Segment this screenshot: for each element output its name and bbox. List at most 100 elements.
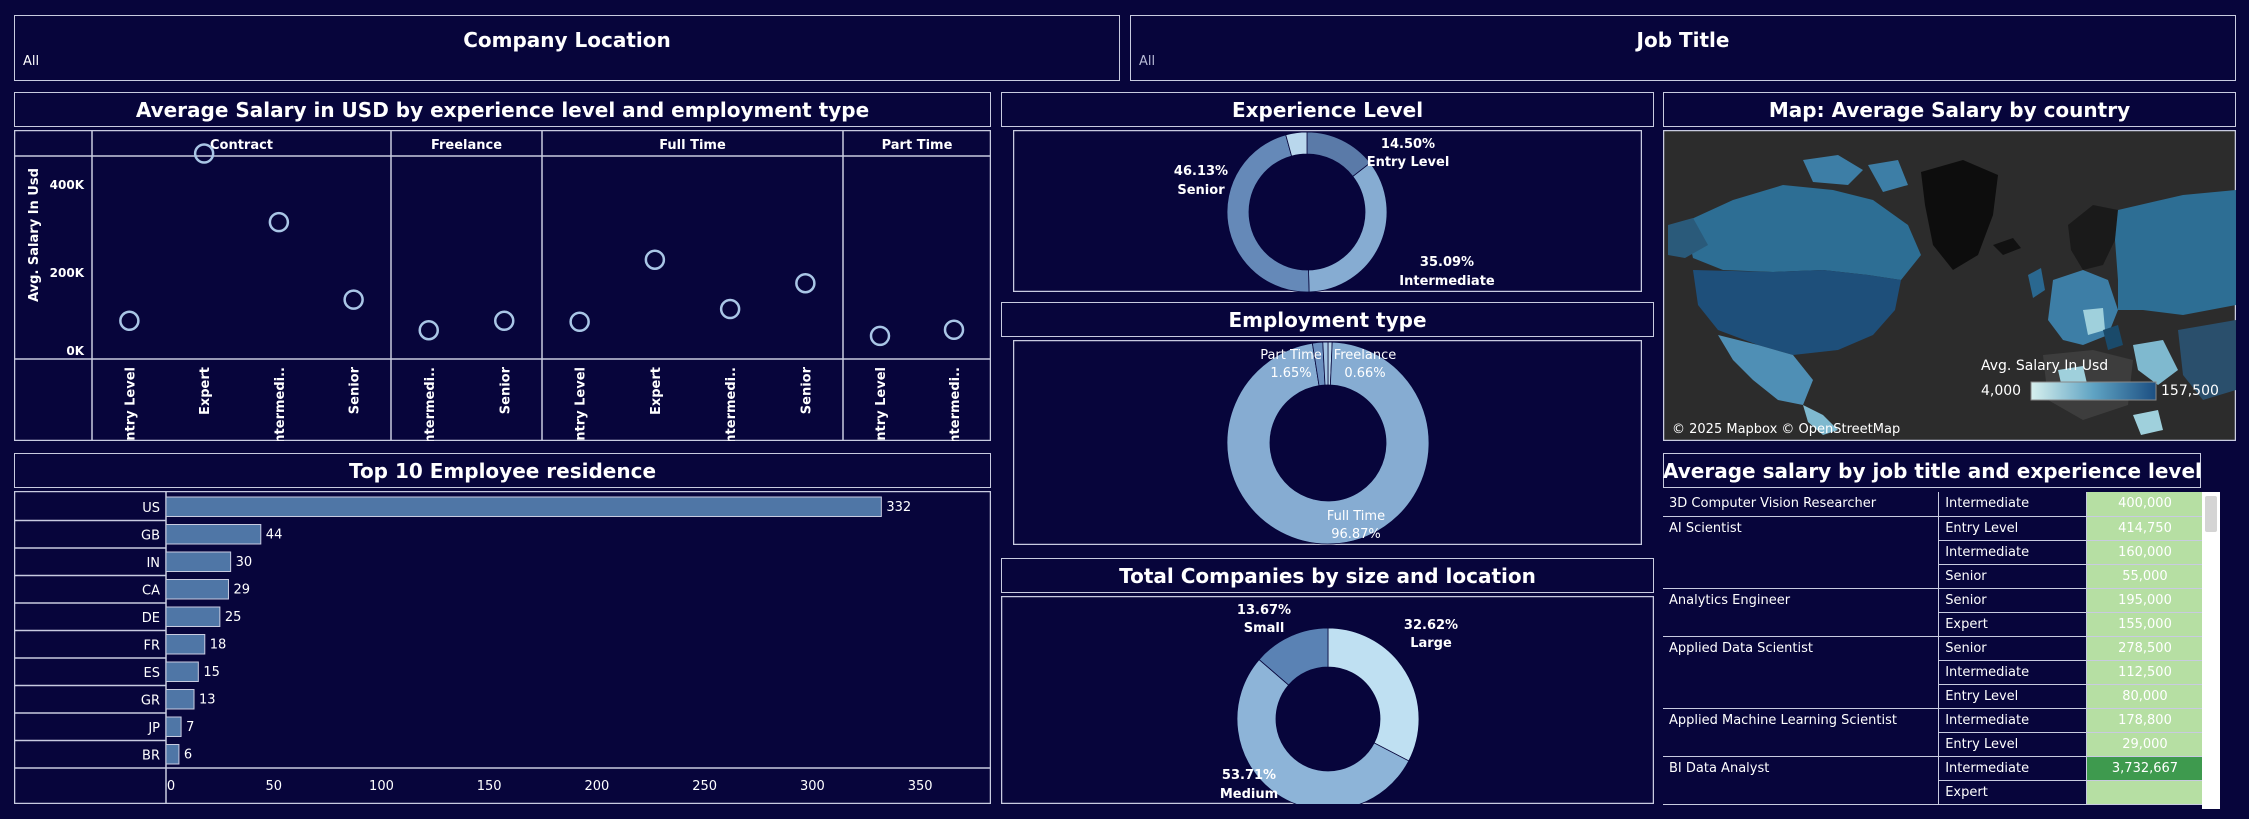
emp-label-freelance: Freelance (1334, 348, 1397, 363)
residence-bar[interactable] (165, 689, 195, 710)
donut-slice[interactable] (1327, 627, 1420, 762)
residence-x-tick: 150 (477, 779, 502, 794)
residence-bar-value: 44 (266, 528, 283, 543)
donut-slice[interactable] (1308, 162, 1388, 292)
exp-label-entry: Entry Level (1367, 155, 1450, 170)
map-balkans (2103, 325, 2123, 350)
experience-title: Experience Level (1231, 98, 1424, 122)
donut-slice[interactable] (1306, 131, 1371, 178)
residence-x-tick: 250 (692, 779, 717, 794)
exp-label-senior: Senior (1177, 183, 1225, 198)
scatter-ytick: 200K (50, 266, 85, 280)
map-uk[interactable] (2028, 268, 2045, 298)
filter-title: Job Title (1636, 28, 1730, 52)
emp-label-parttime-pct: 1.65% (1270, 366, 1311, 381)
residence-bar[interactable] (165, 661, 199, 682)
world-map[interactable]: Avg. Salary In Usd 4,000 157,500 © 2025 … (1663, 130, 2236, 441)
salary-table: 3D Computer Vision Researcher Intermediat… (1663, 492, 2203, 809)
table-row: AI Scientist Entry Level 414,750 (1663, 516, 2203, 589)
emp-label-parttime: Part Time (1260, 348, 1322, 363)
residence-bar-value: 15 (203, 665, 220, 680)
residence-bar[interactable] (165, 496, 882, 517)
residence-category-label: FR (143, 639, 160, 654)
scatter-point[interactable] (494, 310, 515, 332)
scatter-point[interactable] (569, 311, 590, 332)
map-iceland (1993, 238, 2021, 255)
scatter-point[interactable] (869, 325, 891, 347)
residence-bar-value: 18 (210, 638, 227, 653)
experience-cell: Expert (1938, 780, 2087, 805)
map-russia[interactable] (2115, 190, 2236, 315)
residence-category-label: DE (142, 611, 160, 626)
donut-slice[interactable] (1322, 341, 1329, 386)
salary-value-cell: 400,000 (2086, 492, 2203, 517)
experience-cell: Entry Level (1938, 732, 2087, 757)
companies-donut-chart: 13.67% Small 32.62% Large 53.71% Medium (1001, 596, 1654, 804)
salary-value-cell: 80,000 (2086, 684, 2203, 709)
donut-slice[interactable] (1285, 131, 1308, 157)
filter-company-location[interactable]: Company Location All (14, 15, 1120, 81)
donut-slice[interactable] (1258, 627, 1329, 686)
scatter-point[interactable] (343, 289, 364, 310)
scatter-point[interactable] (719, 298, 741, 320)
donut-slice[interactable] (1226, 134, 1310, 292)
scatter-point[interactable] (268, 211, 290, 233)
residence-bar[interactable] (165, 524, 262, 545)
scatter-category-label: Senior (348, 366, 363, 414)
scatter-category-label: Expert (198, 367, 213, 415)
scatter-point[interactable] (193, 143, 215, 164)
map-alaska[interactable] (1668, 218, 1708, 258)
table-row: Intermediate 160,000 (1663, 540, 2203, 565)
filter-value[interactable]: All (1139, 54, 1156, 69)
salary-value-cell: 195,000 (2086, 588, 2203, 613)
scatter-point[interactable] (795, 272, 816, 294)
residence-bar-value: 25 (225, 610, 242, 625)
table-scrollbar[interactable] (2202, 492, 2220, 809)
residence-bar-value: 13 (199, 693, 216, 708)
residence-bar[interactable] (165, 716, 182, 737)
table-row: Entry Level 80,000 (1663, 684, 2203, 709)
co-label-small-pct: 13.67% (1237, 603, 1291, 618)
job-title-cell: 3D Computer Vision Researcher (1663, 492, 1940, 517)
scatter-category-label: Intermedi.. (273, 367, 288, 441)
residence-bar[interactable] (165, 551, 232, 572)
residence-bar[interactable] (165, 579, 229, 600)
table-row: Applied Data Scientist Senior 278,500 (1663, 636, 2203, 709)
scatter-point[interactable] (119, 310, 140, 332)
scatter-point[interactable] (644, 249, 666, 270)
residence-bar-value: 30 (236, 555, 253, 570)
scatter-group-header: Contract (210, 138, 273, 153)
filter-job-title[interactable]: Job Title All (1130, 15, 2236, 81)
emp-label-freelance-pct: 0.66% (1344, 366, 1385, 381)
scatter-point[interactable] (943, 319, 965, 340)
map-usa[interactable] (1693, 270, 1901, 355)
residence-bar[interactable] (165, 744, 180, 765)
experience-cell: Expert (1938, 612, 2087, 637)
experience-cell: Senior (1938, 588, 2087, 613)
scatter-category-label: Entry Level (574, 367, 589, 441)
job-title-cell: AI Scientist (1663, 516, 1940, 589)
map-canada-islands (1803, 155, 1908, 192)
map-mexico[interactable] (1718, 335, 1813, 405)
experience-cell: Intermediate (1938, 756, 2087, 781)
scatter-point[interactable] (418, 319, 439, 341)
map-eastern-europe (2083, 308, 2105, 335)
residence-bar-value: 7 (186, 720, 194, 735)
scatter-group-header: Part Time (882, 138, 953, 153)
table-row: Analytics Engineer Senior 195,000 (1663, 588, 2203, 637)
table-row: BI Data Analyst Intermediate 3,732,667 (1663, 756, 2203, 805)
map-canada[interactable] (1685, 185, 1921, 280)
residence-category-label: GR (141, 694, 160, 709)
residence-bar[interactable] (165, 606, 221, 627)
residence-bar[interactable] (165, 634, 206, 655)
donut-slice[interactable] (1236, 658, 1410, 804)
donut-slice[interactable] (1226, 341, 1430, 545)
exp-label-intermediate-pct: 35.09% (1420, 255, 1474, 270)
map-title: Map: Average Salary by country (1768, 98, 2131, 122)
table-row: Expert (1663, 780, 2203, 805)
table-row: 3D Computer Vision Researcher Intermediat… (1663, 492, 2203, 517)
table-scrollbar-thumb[interactable] (2205, 496, 2217, 532)
residence-bar-value: 6 (184, 748, 192, 763)
filter-value[interactable]: All (23, 54, 40, 69)
job-title-cell: BI Data Analyst (1663, 756, 1940, 805)
